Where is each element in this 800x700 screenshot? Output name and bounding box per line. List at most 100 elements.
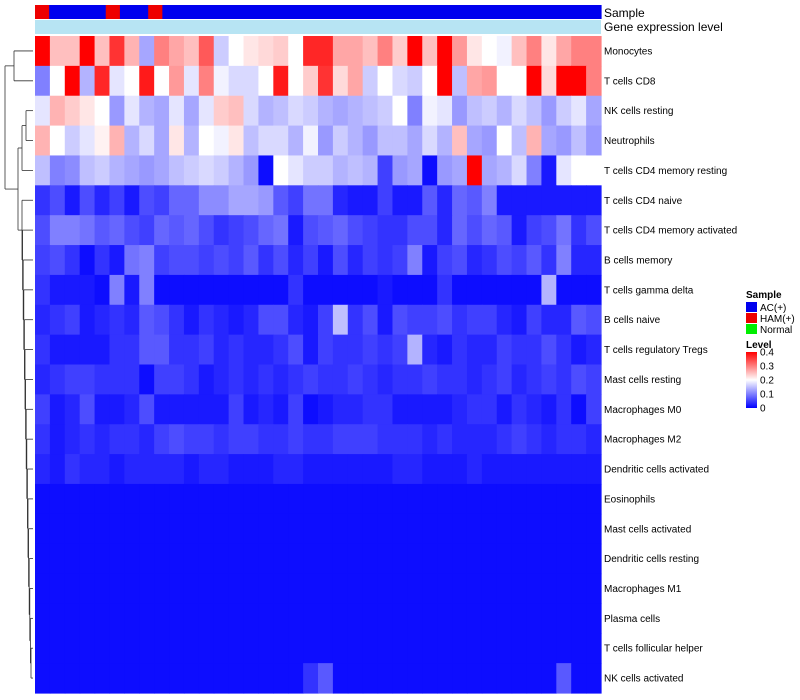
heatmap-cell — [198, 334, 215, 366]
heatmap-cell — [124, 155, 140, 186]
heatmap-cell — [571, 274, 587, 306]
heatmap-cell — [79, 95, 96, 127]
heatmap-cell — [124, 424, 140, 455]
heatmap-cell — [94, 65, 111, 97]
heatmap-cell — [332, 573, 349, 605]
heatmap-cell — [571, 424, 587, 455]
heatmap-cell — [407, 483, 423, 515]
heatmap-cell — [571, 155, 587, 186]
heatmap-cell — [466, 125, 483, 157]
heatmap-cell — [571, 663, 587, 694]
heatmap-cell — [169, 513, 185, 545]
heatmap-cell — [94, 215, 111, 246]
heatmap-cell — [318, 364, 334, 395]
heatmap-cell — [303, 364, 319, 395]
heatmap-cell — [79, 245, 96, 276]
heatmap-cell — [303, 274, 319, 306]
heatmap-cell — [422, 483, 438, 515]
sample-annotation-cell — [35, 5, 50, 19]
heatmap-cell — [94, 424, 111, 455]
heatmap-cell — [422, 454, 438, 485]
heatmap-cell — [481, 394, 498, 425]
heatmap-cell — [332, 274, 349, 306]
heatmap-cell — [258, 513, 274, 545]
heatmap-cell — [377, 245, 394, 276]
heatmap-cell — [422, 364, 438, 395]
heatmap-cell — [49, 215, 66, 246]
row-label: Dendritic cells resting — [604, 554, 699, 565]
heatmap-cell — [258, 454, 274, 485]
heatmap-cell — [64, 95, 81, 127]
heatmap-cell — [347, 304, 364, 336]
sample-annotation-cell — [204, 5, 220, 19]
heatmap-cell — [303, 394, 319, 425]
row-label: Plasma cells — [604, 614, 660, 625]
heatmap-cell — [303, 36, 319, 67]
heatmap-cell — [332, 633, 349, 664]
heatmap-cell — [228, 454, 245, 485]
heatmap-cell — [183, 155, 200, 186]
heatmap-cell — [407, 424, 423, 455]
heatmap-cell — [407, 513, 423, 545]
heatmap-cell — [243, 364, 260, 395]
heatmap-cell — [303, 304, 319, 336]
heatmap-cell — [124, 394, 140, 425]
heatmap-cell — [586, 394, 602, 425]
heatmap-cell — [139, 95, 155, 127]
heatmap-cell — [94, 125, 111, 157]
sample-annotation-cell — [261, 5, 277, 19]
heatmap-cell — [183, 245, 200, 276]
heatmap-cell — [318, 573, 334, 605]
heatmap-cell — [452, 573, 468, 605]
heatmap-cell — [94, 274, 111, 306]
heatmap-cell — [466, 603, 483, 634]
heatmap-cell — [541, 185, 557, 216]
heatmap-cell — [154, 95, 170, 127]
heatmap-cell — [124, 663, 140, 694]
heatmap-cell — [213, 633, 230, 664]
heatmap-cell — [571, 125, 587, 157]
heatmap-cell — [407, 364, 423, 395]
heatmap-cell — [362, 513, 379, 545]
heatmap-cell — [198, 274, 215, 306]
heatmap-cell — [139, 65, 155, 97]
heatmap-cell — [273, 483, 289, 515]
heatmap-cell — [318, 633, 334, 664]
heatmap-cell — [392, 483, 408, 515]
heatmap-cell — [407, 603, 423, 634]
heatmap-cell — [183, 95, 200, 127]
heatmap-cell — [318, 483, 334, 515]
heatmap-cell — [437, 663, 453, 694]
heatmap-cell — [79, 513, 96, 545]
heatmap-cell — [571, 215, 587, 246]
heatmap-cell — [124, 603, 140, 634]
heatmap-cell — [392, 633, 408, 664]
heatmap-cell — [466, 454, 483, 485]
heatmap-cell — [452, 274, 468, 306]
heatmap-cell — [586, 364, 602, 395]
gene-expression-annotation-bar — [35, 20, 601, 34]
heatmap-cell — [109, 573, 125, 605]
heatmap-cell — [288, 483, 304, 515]
heatmap-cell — [452, 334, 468, 366]
heatmap-cell — [422, 185, 438, 216]
heatmap-cell — [437, 513, 453, 545]
heatmap-cell — [347, 155, 364, 186]
heatmap-cell — [228, 185, 245, 216]
heatmap-cell — [452, 215, 468, 246]
heatmap-cell — [213, 125, 230, 157]
heatmap-cell — [303, 513, 319, 545]
heatmap-cell — [228, 334, 245, 366]
heatmap-cell — [243, 513, 260, 545]
heatmap-cell — [511, 394, 528, 425]
heatmap-cell — [139, 663, 155, 694]
sample-annotation-cell — [119, 5, 135, 19]
heatmap-cell — [288, 334, 304, 366]
heatmap-cell — [452, 65, 468, 97]
heatmap-cell — [154, 454, 170, 485]
sample-annotation-cell — [586, 5, 602, 19]
heatmap-cell — [243, 334, 260, 366]
heatmap-cell — [541, 513, 557, 545]
heatmap-cell — [94, 573, 111, 605]
heatmap-cell — [586, 483, 602, 515]
